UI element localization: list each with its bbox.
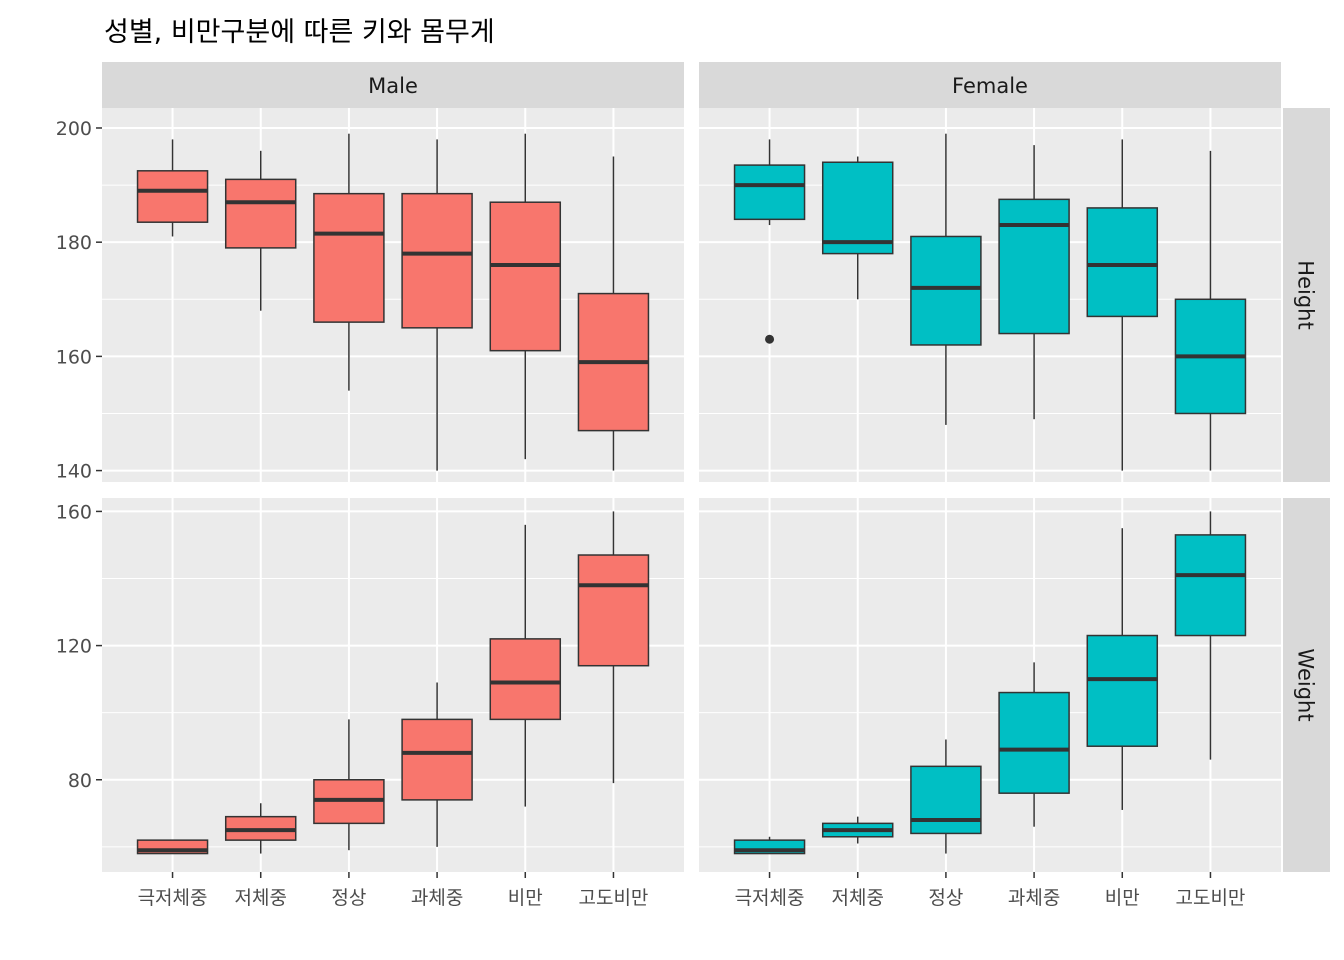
- y-tick-label: 180: [56, 232, 92, 254]
- box-정상: [313, 719, 385, 851]
- facet-label-female: Female: [952, 74, 1028, 98]
- box-iqr: [489, 638, 562, 721]
- panel-background-male-weight: [102, 498, 684, 872]
- box-과체중: [401, 682, 473, 847]
- x-tick-label: 정상: [928, 887, 963, 909]
- panel-male-weight: [136, 511, 650, 855]
- box-정상: [910, 739, 982, 854]
- box-iqr: [401, 718, 473, 801]
- panel-male-height: [136, 133, 650, 471]
- box-iqr: [998, 198, 1070, 335]
- box-iqr: [401, 192, 473, 329]
- facet-label-weight: Weight: [1294, 648, 1318, 721]
- panel-female-weight: [733, 511, 1247, 855]
- box-iqr: [577, 554, 650, 667]
- x-tick-label: 과체중: [1008, 887, 1060, 909]
- x-tick-label: 비만: [508, 887, 543, 909]
- box-고도비만: [1174, 511, 1247, 760]
- box-정상: [910, 133, 982, 425]
- box-비만: [489, 133, 562, 460]
- box-고도비만: [1174, 150, 1247, 471]
- box-저체중: [821, 156, 894, 300]
- box-iqr: [733, 164, 806, 221]
- x-tick-label: 비만: [1105, 887, 1140, 909]
- y-tick-label: 80: [68, 770, 92, 792]
- x-tick-label: 극저체중: [138, 887, 208, 909]
- box-과체중: [401, 139, 473, 471]
- box-고도비만: [577, 511, 650, 784]
- box-iqr: [136, 170, 209, 223]
- x-tick-label: 고도비만: [578, 887, 648, 909]
- facet-label-height: Height: [1294, 260, 1318, 329]
- box-고도비만: [577, 156, 650, 471]
- box-극저체중: [733, 836, 806, 855]
- box-iqr: [1086, 634, 1159, 747]
- box-극저체중: [136, 139, 209, 237]
- box-iqr: [821, 161, 894, 255]
- y-tick-label: 200: [56, 118, 92, 140]
- box-과체중: [998, 662, 1070, 827]
- facet-strip-male: [102, 62, 684, 108]
- box-iqr: [224, 178, 297, 249]
- x-tick-label: 저체중: [235, 887, 287, 909]
- box-iqr: [910, 235, 982, 346]
- facet-strip-female: [699, 62, 1281, 108]
- box-저체중: [224, 150, 297, 311]
- box-비만: [1086, 528, 1159, 810]
- box-극저체중: [733, 139, 806, 344]
- box-저체중: [821, 816, 894, 844]
- plot-area: Male Female Height Weight 140 160 180 200 80 120 1…: [56, 62, 1330, 909]
- box-비만: [1086, 139, 1159, 471]
- y-tick-label: 160: [56, 346, 92, 368]
- y-tick-label: 160: [56, 501, 92, 523]
- box-iqr: [1086, 207, 1159, 318]
- box-iqr: [998, 691, 1070, 794]
- box-과체중: [998, 145, 1070, 420]
- box-iqr: [910, 765, 982, 835]
- box-극저체중: [136, 839, 209, 855]
- x-tick-label: 저체중: [832, 887, 884, 909]
- x-tick-label: 정상: [331, 887, 366, 909]
- y-tick-label: 140: [56, 461, 92, 483]
- x-tick-label: 극저체중: [735, 887, 805, 909]
- panel-background-female-height: [699, 108, 1281, 482]
- panel-female-height: [733, 133, 1247, 471]
- box-iqr: [313, 192, 385, 323]
- chart-title: 성별, 비만구분에 따른 키와 몸무게: [104, 17, 495, 48]
- y-tick-label: 120: [56, 636, 92, 658]
- facet-strip-height: [1283, 108, 1330, 482]
- box-저체중: [224, 803, 297, 854]
- facet-label-male: Male: [368, 74, 418, 98]
- outlier-point: [765, 334, 775, 344]
- facet-strip-weight: [1283, 498, 1330, 872]
- box-iqr: [489, 201, 562, 352]
- box-iqr: [1174, 534, 1247, 637]
- box-비만: [489, 524, 562, 807]
- box-정상: [313, 133, 385, 391]
- x-tick-label: 과체중: [411, 887, 463, 909]
- x-tick-label: 고도비만: [1175, 887, 1245, 909]
